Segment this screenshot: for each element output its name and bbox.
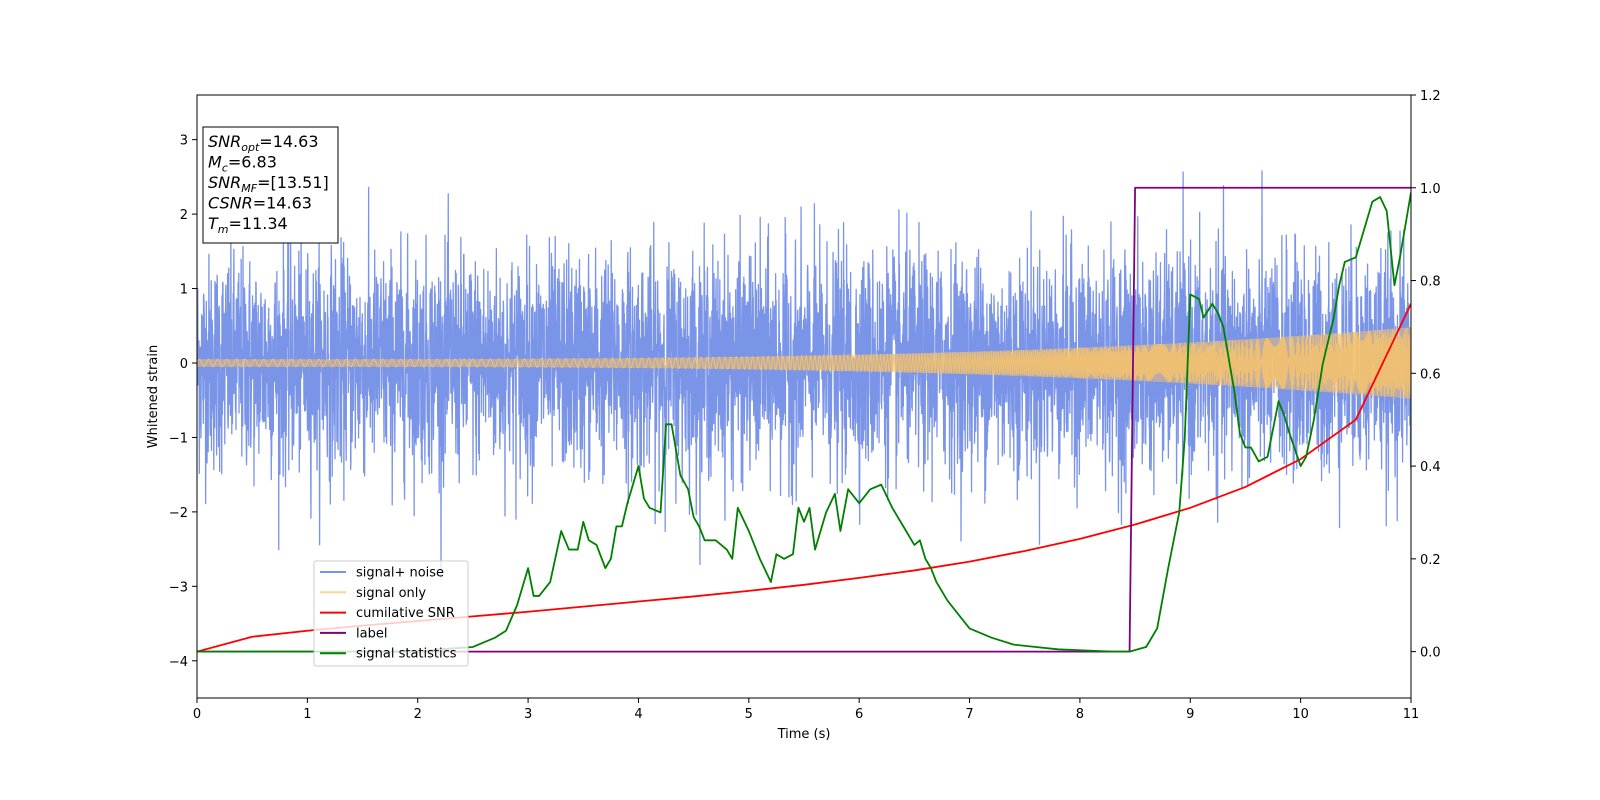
x-tick-label: 6 (855, 707, 863, 722)
x-tick-label: 2 (414, 707, 422, 722)
info-box-line: CSNR=14.63 (208, 194, 312, 213)
legend-frame (313, 560, 469, 667)
legend-label-signal-statistics: signal statistics (356, 647, 457, 662)
info-box-line: SNRopt=14.63 (208, 132, 319, 154)
x-tick-label: 0 (193, 707, 201, 722)
x-tick-label: 11 (1403, 707, 1420, 722)
info-box-frame (202, 126, 339, 244)
legend-label-label: label (356, 626, 387, 641)
x-tick-label: 5 (745, 707, 753, 722)
info-box: SNRopt=14.63Mc=6.83SNRMF=[13.51]CSNR=14.… (202, 126, 339, 244)
y-tick-label: −2 (169, 506, 188, 521)
legend-label-cumilative-snr: cumilative SNR (356, 606, 455, 621)
x-tick-label: 10 (1292, 707, 1309, 722)
y-tick-label: −4 (169, 655, 188, 670)
series-signal-statistics (197, 192, 1411, 653)
y2-tick-label: 0.6 (1420, 367, 1441, 382)
chirp-series-group (197, 327, 1411, 399)
y2-tick-label: 0.8 (1420, 275, 1441, 290)
series-signal-only (197, 327, 1411, 399)
y2-tick-label: 1.2 (1420, 89, 1441, 104)
plot-frame (196, 94, 1412, 699)
y2-tick-label: 0.4 (1420, 460, 1441, 475)
x-axis-label: Time (s) (777, 727, 831, 742)
series-label (197, 186, 1411, 653)
y2-tick-label: 0.0 (1420, 646, 1441, 661)
info-box-line: Mc=6.83 (208, 153, 277, 175)
info-box-line: SNRMF=[13.51] (208, 173, 329, 195)
x-tick-label: 3 (524, 707, 532, 722)
series-signal-only-envelope (197, 327, 1411, 399)
legend: signal+ noise signal only cumilative SNR la… (313, 560, 469, 667)
x-tick-label: 7 (965, 707, 973, 722)
y-tick-label: −1 (169, 431, 188, 446)
y2-tick-label: 0.2 (1420, 553, 1441, 568)
legend-label-signal-noise: signal+ noise (356, 566, 444, 581)
legend-label-signal-only: signal only (356, 586, 426, 601)
noise-series-group (197, 170, 1411, 580)
x-tick-label: 4 (634, 707, 642, 722)
info-box-line: Tm=11.34 (208, 214, 288, 236)
x-tick-label: 8 (1076, 707, 1084, 722)
y-tick-label: 0 (180, 357, 188, 372)
axes-group: 0 1 2 3 4 5 6 7 8 9 10 11 −4 −3 −2 −1 0 1 2 3 0.0 0.2 0.4 0.6 0.… (146, 89, 1441, 742)
y-tick-label: 1 (180, 283, 188, 298)
y-tick-label: 2 (180, 208, 188, 223)
y2-tick-label: 1.0 (1420, 182, 1441, 197)
y-tick-label: 3 (180, 134, 188, 149)
x-tick-label: 1 (303, 707, 311, 722)
y-tick-label: −3 (169, 580, 188, 595)
x-tick-label: 9 (1186, 707, 1194, 722)
y-axis-label: Whitened strain (146, 345, 161, 448)
series-signal-noise (197, 170, 1411, 580)
